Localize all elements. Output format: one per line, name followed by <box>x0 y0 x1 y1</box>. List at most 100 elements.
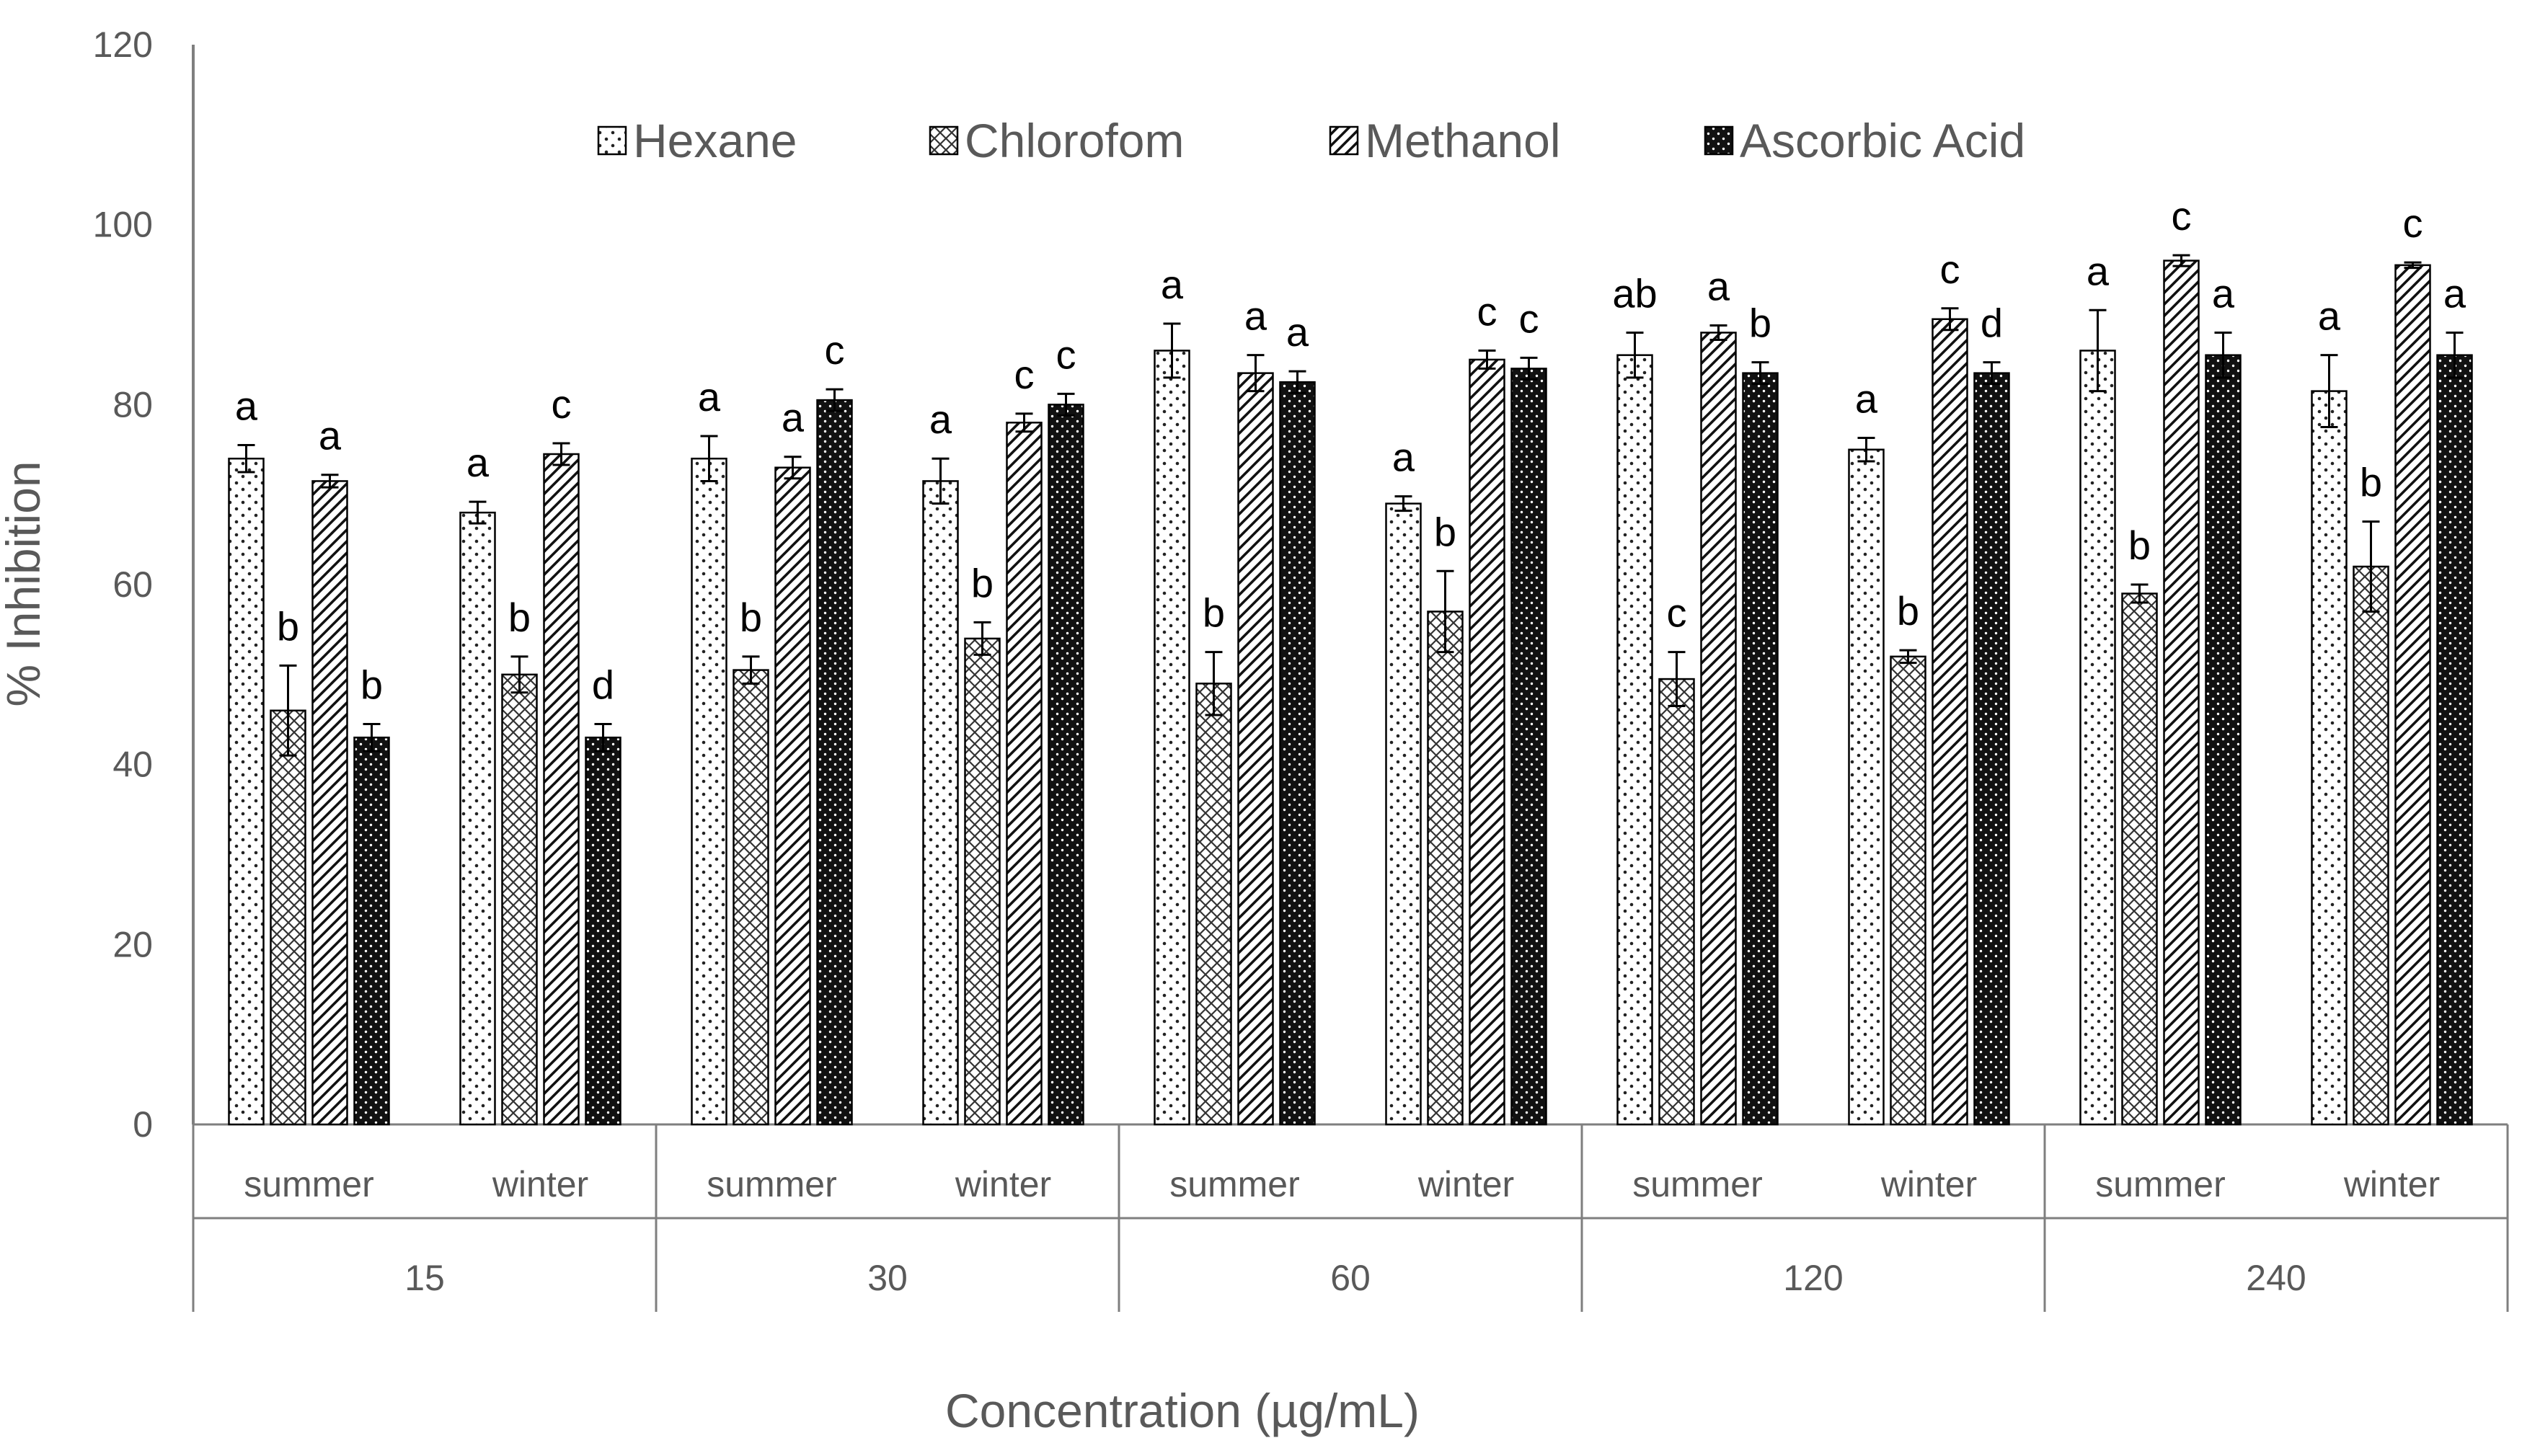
bar <box>1469 358 1505 1126</box>
season-label: winter <box>492 1164 588 1204</box>
legend: Hexane Chlorofom Methanol Ascorbic Acid <box>597 114 2025 167</box>
significance-label: c <box>1014 352 1035 397</box>
legend-swatch <box>1704 125 1734 156</box>
season-label: winter <box>955 1164 1051 1204</box>
bar <box>964 637 1001 1126</box>
significance-label: b <box>740 595 762 640</box>
significance-label: a <box>1392 435 1415 480</box>
legend-swatch <box>1329 125 1359 156</box>
bar <box>2394 264 2431 1126</box>
bar <box>1890 655 1926 1126</box>
season-label: summer <box>1632 1164 1763 1204</box>
bar <box>1700 332 1737 1126</box>
bar <box>1973 372 2010 1126</box>
season-label: summer <box>1169 1164 1300 1204</box>
y-tick-label: 20 <box>112 924 153 964</box>
significance-label: d <box>1981 301 2003 346</box>
significance-label: a <box>2318 293 2341 339</box>
significance-label: c <box>1667 590 1687 636</box>
bar <box>1154 350 1190 1126</box>
significance-label: a <box>466 440 490 485</box>
significance-label: a <box>698 374 721 420</box>
bar <box>2163 259 2200 1126</box>
bar <box>1510 368 1547 1126</box>
bar <box>733 669 769 1126</box>
bar <box>2311 390 2348 1126</box>
legend-swatch <box>929 125 959 156</box>
x-axis: 15 summer winter 30 summer winter 60 summer wint… <box>192 1123 2509 1312</box>
bar <box>1616 354 1653 1126</box>
bar <box>1048 404 1084 1126</box>
bar <box>1385 502 1422 1126</box>
season-label: summer <box>244 1164 374 1204</box>
bar <box>774 466 811 1126</box>
bar <box>459 511 496 1126</box>
y-tick-label: 60 <box>112 564 153 605</box>
bar <box>501 673 538 1126</box>
significance-label: c <box>1940 247 1960 292</box>
significance-label: b <box>1434 509 1456 554</box>
concentration-label: 240 <box>2246 1258 2306 1298</box>
bar <box>1006 422 1043 1126</box>
season-label: winter <box>1880 1164 1977 1204</box>
significance-label: b <box>971 560 994 605</box>
significance-label: b <box>508 595 531 640</box>
bar <box>922 480 959 1126</box>
bar <box>2079 350 2116 1126</box>
concentration-label: 120 <box>1783 1258 1843 1298</box>
bar <box>2121 592 2158 1126</box>
bar <box>1237 372 1274 1126</box>
bar <box>1279 381 1316 1126</box>
significance-label: b <box>1203 590 1225 636</box>
season-label: winter <box>2343 1164 2440 1204</box>
significance-label: b <box>2360 460 2382 505</box>
y-tick-label: 120 <box>93 25 153 65</box>
bar <box>816 399 853 1126</box>
bar <box>311 480 348 1126</box>
significance-label: b <box>360 662 383 707</box>
significance-label: c <box>2172 193 2192 239</box>
significance-label: c <box>1519 296 1539 341</box>
legend-label: Hexane <box>633 114 797 167</box>
legend-label: Methanol <box>1365 114 1561 167</box>
significance-label: c <box>1056 332 1076 377</box>
concentration-label: 60 <box>1330 1258 1371 1298</box>
concentration-label: 30 <box>867 1258 908 1298</box>
significance-label: a <box>1244 293 1267 339</box>
bar <box>2205 354 2242 1126</box>
concentration-label: 15 <box>404 1258 445 1298</box>
significance-label: c <box>1477 288 1497 334</box>
bar <box>2436 354 2473 1126</box>
significance-label: a <box>2087 248 2110 293</box>
significance-label: a <box>782 395 805 440</box>
y-axis-tick-labels: 0 20 40 60 80 100 120 <box>93 25 153 1145</box>
bar <box>2353 565 2389 1126</box>
bar <box>1742 372 1779 1126</box>
season-label: summer <box>2095 1164 2226 1204</box>
bar <box>1195 683 1232 1126</box>
significance-label: a <box>929 396 952 442</box>
significance-label: c <box>552 381 572 427</box>
bar <box>1848 448 1885 1126</box>
legend-swatch <box>597 125 627 156</box>
y-axis-title: % Inhibition <box>0 461 50 706</box>
bar <box>691 457 727 1126</box>
bar <box>1427 611 1464 1126</box>
season-label: winter <box>1417 1164 1514 1204</box>
significance-label: b <box>2128 523 2151 568</box>
significance-label: a <box>2212 270 2235 316</box>
bars <box>228 259 2473 1126</box>
significance-label: b <box>1749 301 1771 346</box>
y-tick-label: 0 <box>133 1104 153 1145</box>
significance-label: a <box>1855 376 1878 422</box>
bar <box>585 736 621 1126</box>
bar <box>1932 318 1968 1126</box>
bar <box>228 457 265 1126</box>
bar <box>270 709 306 1126</box>
season-label: summer <box>707 1164 837 1204</box>
significance-label: a <box>319 413 342 458</box>
error-bars <box>237 254 2464 757</box>
significance-label: d <box>592 662 614 707</box>
